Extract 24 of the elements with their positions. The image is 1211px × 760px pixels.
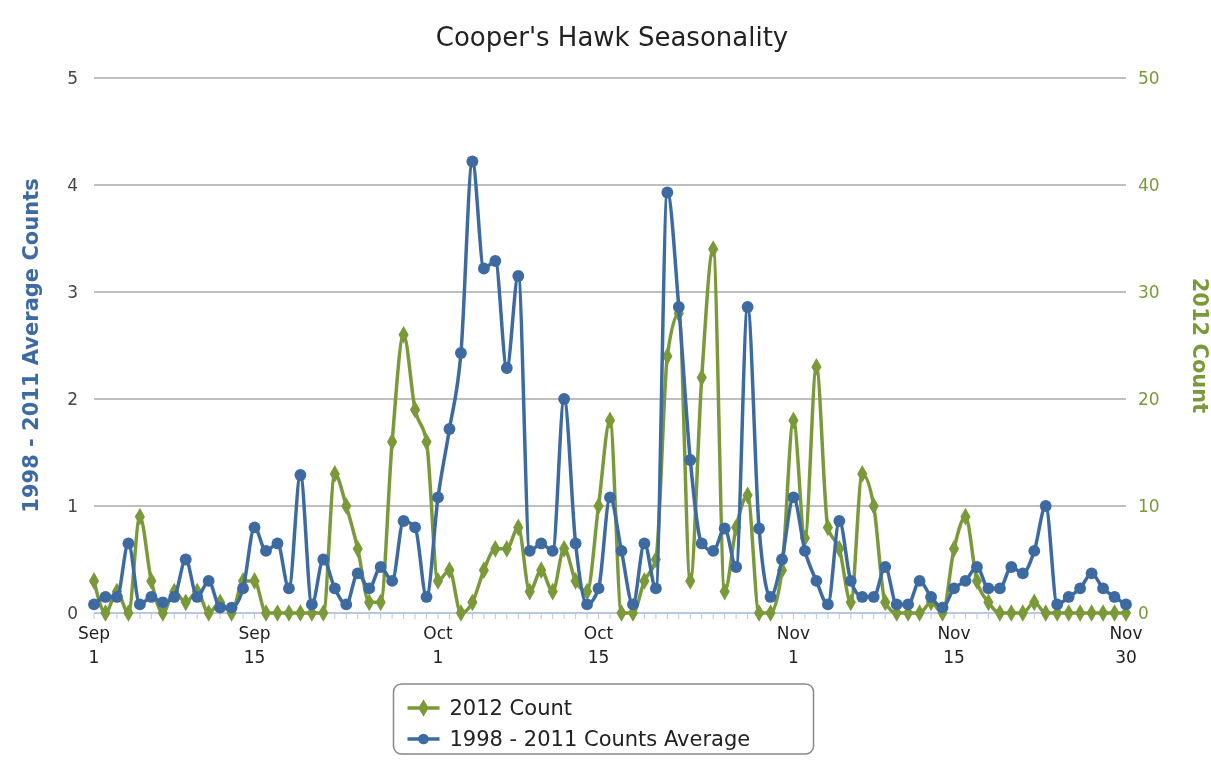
x-tick-label: Nov 1 — [776, 623, 811, 667]
y-tick-label: 0 — [67, 603, 78, 623]
x-tick-label: Sep 15 — [238, 623, 271, 667]
y2-tick-label: 0 — [1138, 603, 1149, 623]
y2-tick-label: 10 — [1138, 496, 1160, 516]
y-tick-label: 3 — [67, 282, 78, 302]
y-axis-title: 1998 - 2011 Average Counts — [19, 178, 43, 513]
y2-tick-label: 50 — [1138, 68, 1160, 88]
legend-label: 1998 - 2011 Counts Average — [449, 727, 751, 751]
y2-tick-label: 30 — [1138, 282, 1160, 302]
x-tick-label: Nov 15 — [937, 623, 971, 667]
chart-title: Cooper's Hawk Seasonality — [435, 22, 789, 52]
x-tick-label: Oct 15 — [583, 623, 614, 667]
x-tick-label: Nov 30 — [1109, 623, 1143, 667]
y-tick-label: 5 — [67, 68, 78, 88]
y-tick-label: 4 — [67, 175, 78, 195]
x-tick-label: Oct 1 — [423, 623, 454, 667]
y-tick-label: 1 — [67, 496, 78, 516]
x-tick-label: Sep 1 — [77, 623, 111, 667]
y2-tick-label: 40 — [1138, 175, 1160, 195]
legend-label: 2012 Count — [449, 696, 572, 720]
y-tick-label: 2 — [67, 389, 78, 409]
y2-tick-label: 20 — [1138, 389, 1160, 409]
y2-axis-title: 2012 Count — [1188, 277, 1211, 414]
